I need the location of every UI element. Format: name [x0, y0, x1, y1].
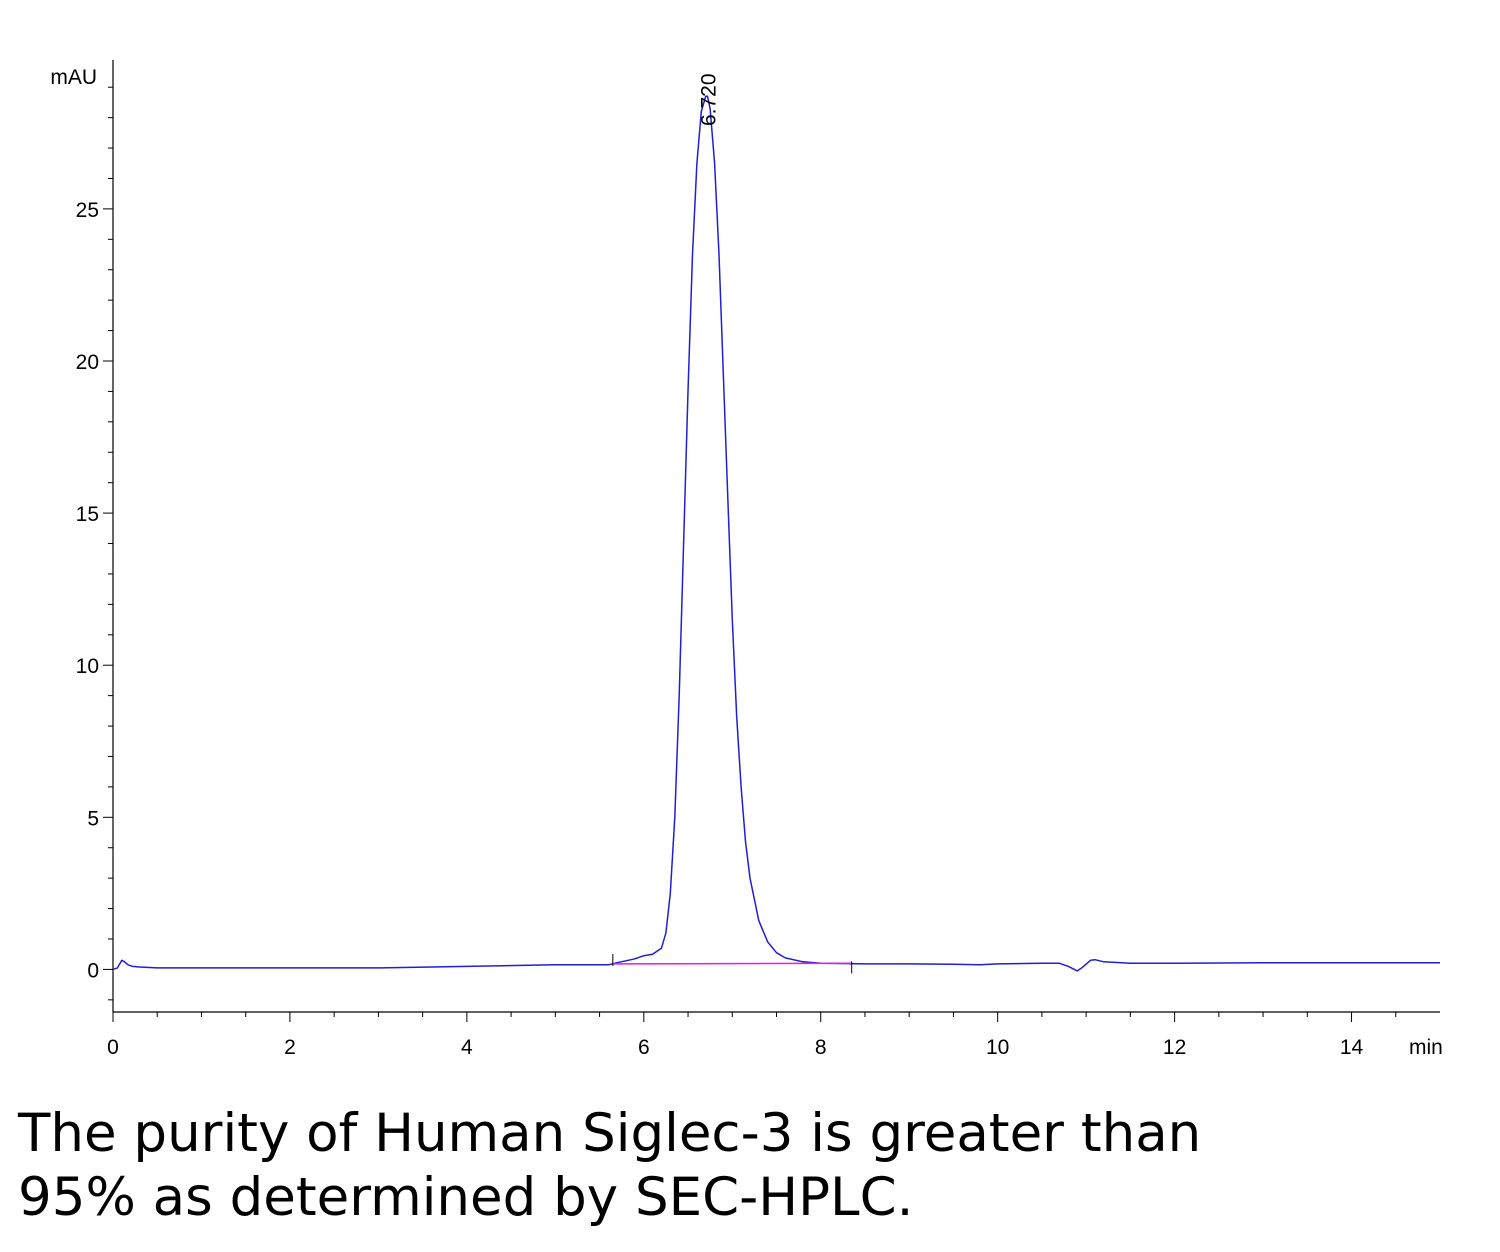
y-tick-label: 5	[87, 807, 99, 830]
x-tick-label: 4	[461, 1036, 473, 1059]
y-tick-label: 0	[87, 959, 99, 982]
integration-baseline	[612, 962, 852, 965]
axes	[112, 60, 1440, 1013]
x-tick-label: 2	[284, 1036, 296, 1059]
x-axis-unit-label: min	[1409, 1036, 1443, 1059]
caption-line-2: 95% as determined by SEC-HPLC.	[18, 1167, 914, 1228]
chromatogram-chart: 0 2 4 6 8 10 12 14 0 5 10 15 20 25 mAU min 6.720	[50, 60, 1443, 1059]
chromatogram-trace	[112, 95, 1440, 972]
y-tick-label: 20	[76, 351, 99, 374]
series	[112, 95, 1440, 974]
tick-labels: 0 2 4 6 8 10 12 14 0 5 10 15 20 25	[76, 199, 1364, 1059]
y-axis-unit-label: mAU	[50, 66, 97, 89]
x-tick-label: 0	[107, 1036, 119, 1059]
y-tick-label: 15	[76, 503, 99, 526]
x-tick-label: 10	[986, 1036, 1009, 1059]
y-tick-label: 25	[76, 199, 99, 222]
caption-line-1: The purity of Human Siglec-3 is greater …	[18, 1103, 1202, 1164]
peak-retention-time-label: 6.720	[697, 73, 720, 126]
x-tick-label: 14	[1340, 1036, 1364, 1059]
x-tick-label: 6	[638, 1036, 650, 1059]
x-tick-label: 12	[1163, 1036, 1186, 1059]
y-tick-label: 10	[76, 655, 99, 678]
caption: The purity of Human Siglec-3 is greater …	[18, 1102, 1478, 1230]
ticks	[103, 86, 1397, 1022]
x-tick-label: 8	[815, 1036, 827, 1059]
